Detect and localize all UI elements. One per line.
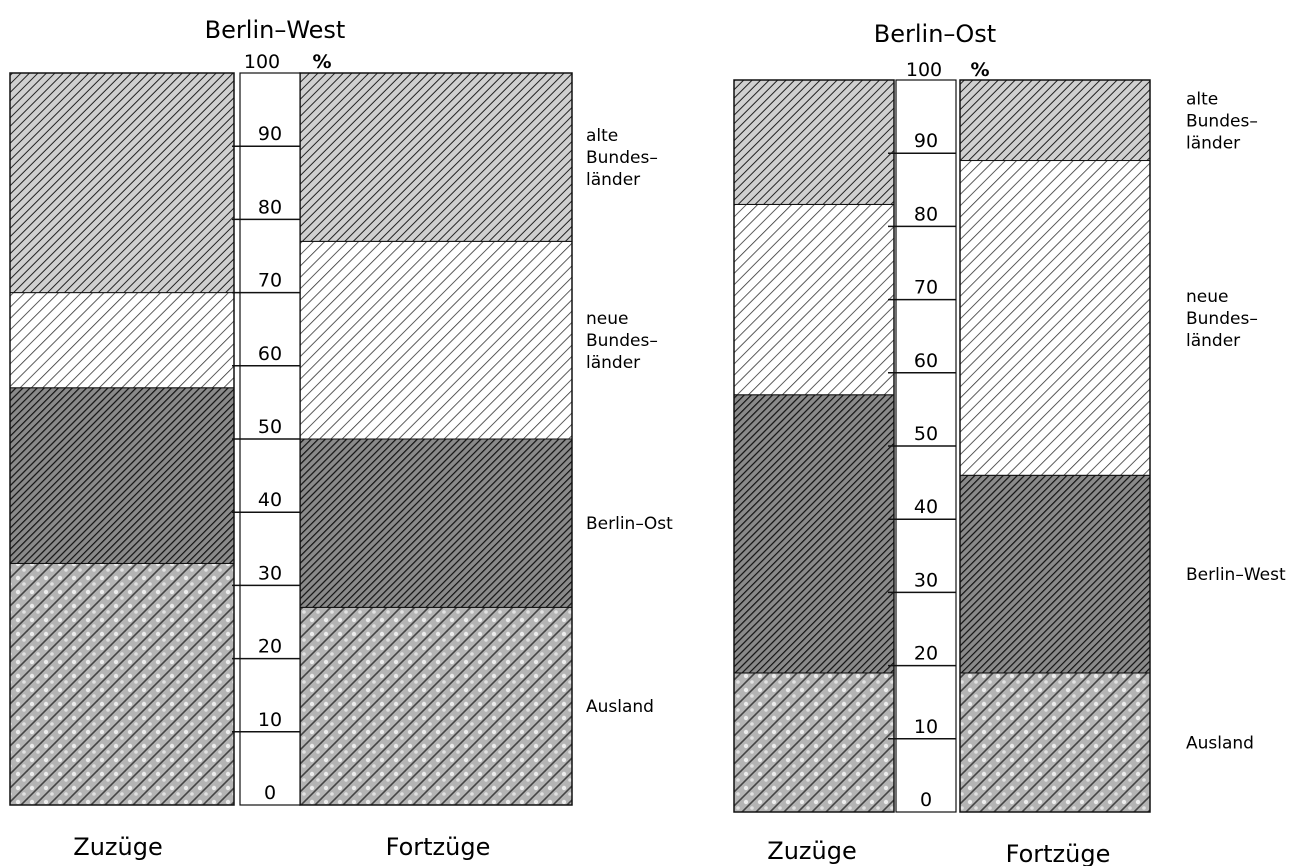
category-label-line: alte xyxy=(1186,89,1218,109)
scale-tick-label: 50 xyxy=(258,416,282,438)
panel-title-berlin-ost: Berlin–Ost xyxy=(874,20,996,48)
scale-tick-label: 90 xyxy=(914,130,938,152)
category-label-line: alte xyxy=(586,126,618,146)
bar-segment-zuzuege-alte-bundes-laender xyxy=(9,72,235,294)
category-label-neue-bundes-laender: neue Bundes– länder xyxy=(1186,287,1258,351)
scale-tick-label: 60 xyxy=(914,350,938,372)
scale-tick-label: 50 xyxy=(914,423,938,445)
bar-segment-zuzuege-alte-bundes-laender xyxy=(733,79,895,205)
column-label-zuzuege: Zuzüge xyxy=(767,837,856,865)
panel-berlin-ost: Berlin–Ost 100 % 0 10 20 30 40 50 60 70 80 90 Aus… xyxy=(733,20,1286,866)
panel-title-berlin-west: Berlin–West xyxy=(205,16,346,44)
bar-segment-zuzuege-neue-bundes-laender xyxy=(733,203,895,396)
scale-tick-label: 0 xyxy=(264,782,276,804)
scale-top-label: 100 xyxy=(906,59,942,81)
column-label-fortzuege: Fortzüge xyxy=(1006,840,1111,866)
bar-segment-fortzuege-berlin-ost xyxy=(299,438,573,608)
panel-berlin-west: Berlin–West 100 % 0 10 20 30 40 50 60 70 80 90 Au… xyxy=(9,16,673,861)
category-label-berlin-west: Berlin–West xyxy=(1186,565,1286,585)
bar-segment-fortzuege-neue-bundes-laender xyxy=(299,240,573,440)
category-label-alte-bundes-laender: alte Bundes– länder xyxy=(586,126,658,190)
stacked-bars xyxy=(733,79,1151,813)
bar-segment-fortzuege-ausland xyxy=(299,606,573,806)
category-label-berlin-ost: Berlin–Ost xyxy=(586,514,673,534)
category-label-line: neue xyxy=(1186,287,1228,307)
category-label-line: Bundes– xyxy=(586,148,658,168)
scale-tick-label: 0 xyxy=(920,789,932,811)
category-label-line: Berlin–West xyxy=(1186,565,1286,585)
category-label-ausland: Ausland xyxy=(586,697,654,717)
scale-tick-label: 30 xyxy=(258,562,282,584)
category-label-line: länder xyxy=(586,353,640,373)
percent-scale: 0 10 20 30 40 50 60 70 80 90 xyxy=(888,79,957,813)
category-label-line: länder xyxy=(1186,331,1240,351)
category-label-line: Bundes– xyxy=(1186,111,1258,131)
category-label-line: länder xyxy=(586,170,640,190)
scale-tick-label: 70 xyxy=(258,270,282,292)
scale-tick-label: 70 xyxy=(914,277,938,299)
column-label-zuzuege: Zuzüge xyxy=(73,833,162,861)
bar-segment-fortzuege-neue-bundes-laender xyxy=(959,160,1151,476)
category-label-neue-bundes-laender: neue Bundes– länder xyxy=(586,309,658,373)
scale-tick-label: 90 xyxy=(258,123,282,145)
category-label-ausland: Ausland xyxy=(1186,733,1254,753)
bar-segment-zuzuege-berlin-west xyxy=(733,394,895,674)
scale-tick-label: 10 xyxy=(258,709,282,731)
unit-label: % xyxy=(312,51,331,73)
scale-tick-label: 20 xyxy=(914,643,938,665)
bar-segment-zuzuege-neue-bundes-laender xyxy=(9,292,235,389)
bar-segment-zuzuege-ausland xyxy=(9,562,235,806)
scale-tick-label: 40 xyxy=(914,496,938,518)
category-label-line: Berlin–Ost xyxy=(586,514,673,534)
bar-segment-zuzuege-berlin-ost xyxy=(9,387,235,564)
bar-segment-zuzuege-ausland xyxy=(733,672,895,813)
bar-segment-fortzuege-ausland xyxy=(959,672,1151,813)
scale-tick-label: 60 xyxy=(258,343,282,365)
bar-outline-fortzuege xyxy=(959,79,1151,813)
bar-segment-fortzuege-alte-bundes-laender xyxy=(959,79,1151,162)
category-label-line: Bundes– xyxy=(1186,309,1258,329)
scale-tick-label: 80 xyxy=(914,203,938,225)
category-label-line: Bundes– xyxy=(586,331,658,351)
category-label-line: Ausland xyxy=(586,697,654,717)
category-label-line: länder xyxy=(1186,133,1240,153)
percent-scale: 0 10 20 30 40 50 60 70 80 90 xyxy=(232,72,301,806)
category-label-alte-bundes-laender: alte Bundes– länder xyxy=(1186,89,1258,153)
category-label-line: neue xyxy=(586,309,628,329)
scale-tick-label: 30 xyxy=(914,569,938,591)
scale-tick-label: 10 xyxy=(914,716,938,738)
bar-segment-fortzuege-alte-bundes-laender xyxy=(299,72,573,242)
scale-top-label: 100 xyxy=(244,51,280,73)
scale-tick-label: 40 xyxy=(258,489,282,511)
unit-label: % xyxy=(970,59,989,81)
column-label-fortzuege: Fortzüge xyxy=(386,833,491,861)
scale-tick-label: 80 xyxy=(258,196,282,218)
stacked-bars xyxy=(9,72,573,806)
scale-tick-label: 20 xyxy=(258,636,282,658)
category-label-line: Ausland xyxy=(1186,733,1254,753)
bar-segment-fortzuege-berlin-west xyxy=(959,474,1151,674)
